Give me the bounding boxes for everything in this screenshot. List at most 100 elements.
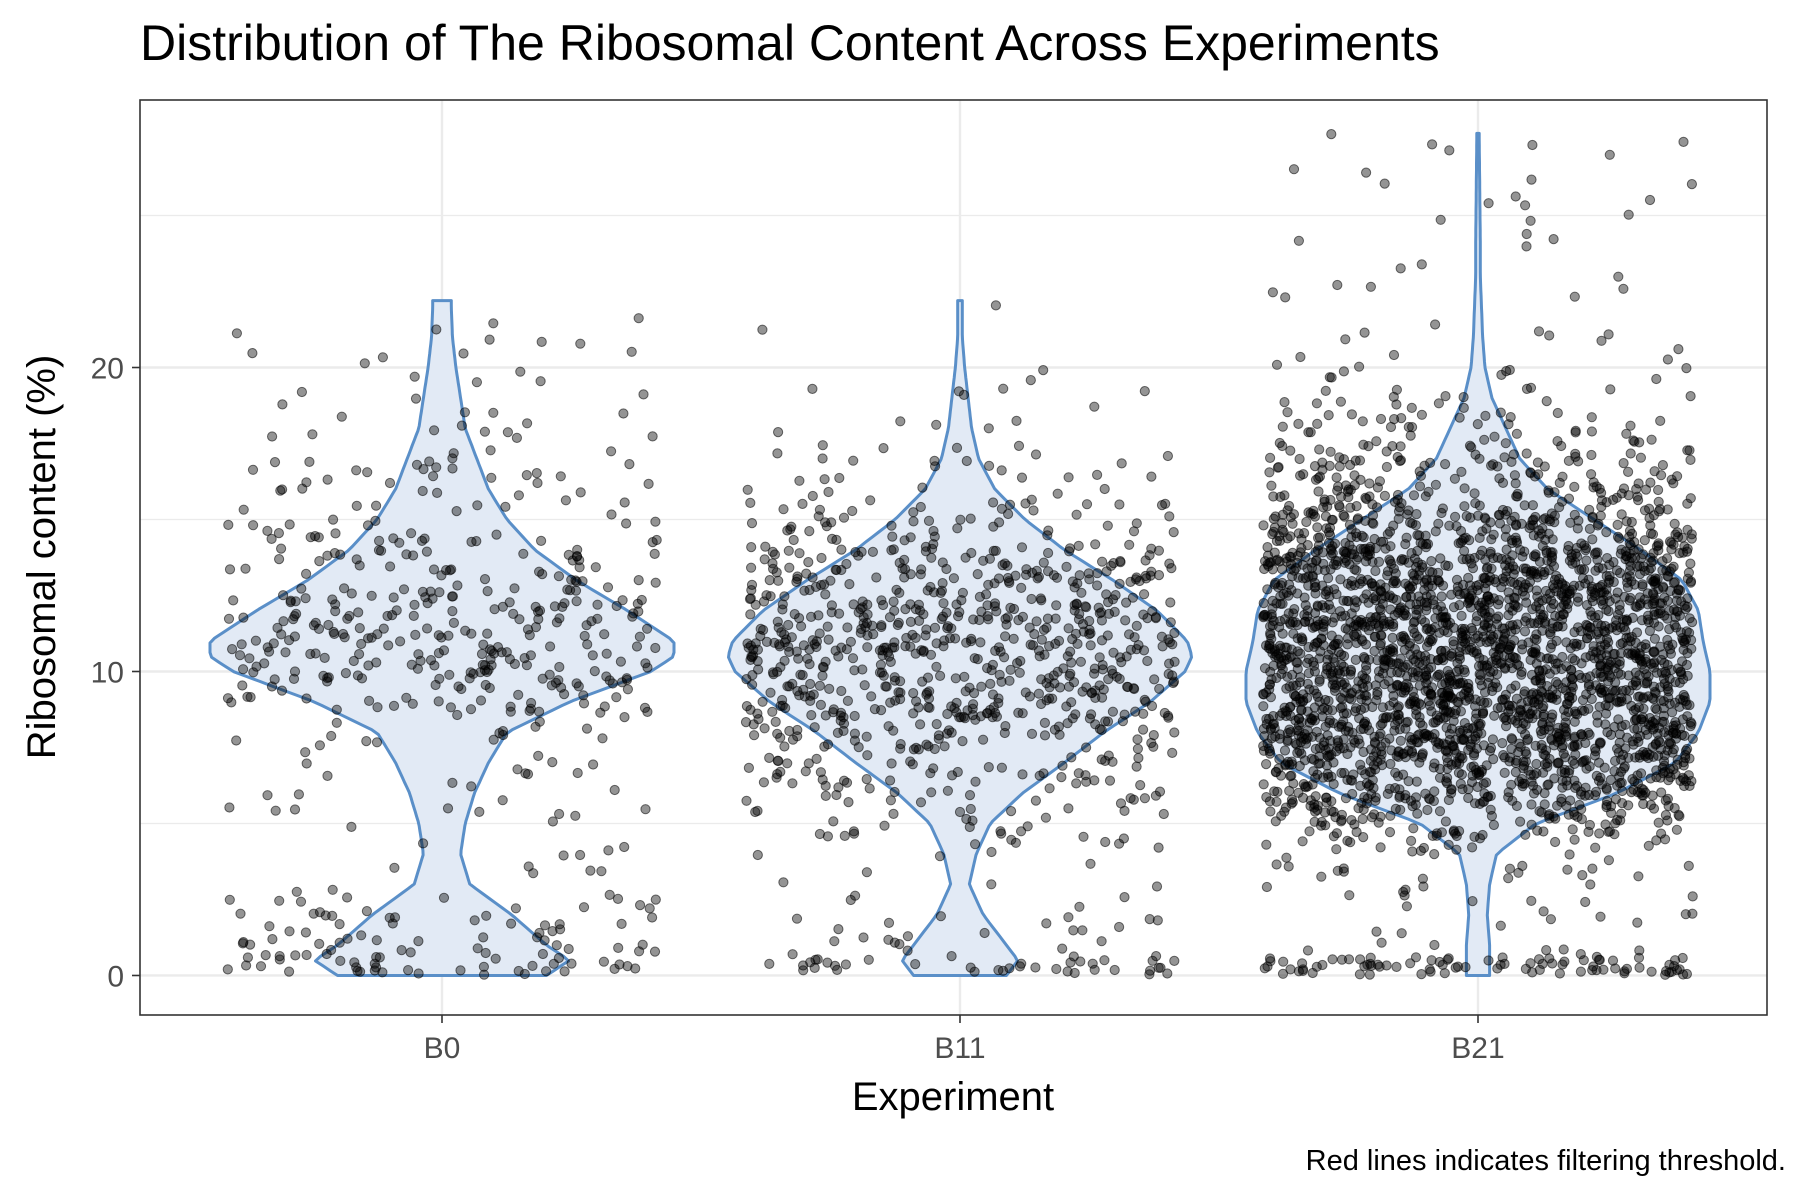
data-point (1277, 598, 1288, 609)
data-point (1549, 517, 1560, 528)
data-point (944, 633, 956, 644)
data-point (1672, 471, 1683, 482)
data-point (836, 564, 847, 576)
data-point (1414, 481, 1426, 492)
data-point (1432, 604, 1443, 616)
data-point (314, 556, 325, 567)
data-point (1128, 526, 1140, 537)
data-point (385, 561, 396, 572)
data-point (1016, 826, 1027, 837)
data-point (1359, 718, 1370, 729)
data-point (987, 689, 999, 700)
data-point (869, 704, 881, 715)
data-point (1345, 459, 1356, 471)
data-point (284, 635, 295, 646)
data-point (479, 574, 491, 585)
data-point (888, 725, 899, 736)
data-point (1081, 742, 1092, 753)
data-point (362, 520, 374, 531)
data-point (1169, 627, 1180, 639)
data-point (828, 707, 839, 718)
data-point (1558, 944, 1569, 955)
data-point (430, 679, 441, 691)
data-point (1335, 396, 1347, 407)
data-point (1477, 526, 1488, 537)
data-point (1039, 730, 1051, 741)
data-point (889, 605, 900, 616)
data-point (1302, 945, 1314, 956)
data-point (494, 728, 505, 739)
data-point (452, 709, 463, 721)
data-point (305, 648, 316, 660)
data-point (1656, 470, 1667, 481)
data-point (432, 487, 443, 498)
data-point (447, 453, 458, 464)
data-point (1058, 663, 1069, 674)
data-point (1662, 354, 1674, 365)
data-point (1041, 678, 1052, 689)
data-point (348, 655, 359, 667)
data-point (962, 705, 973, 716)
data-point (1681, 363, 1692, 374)
data-point (466, 781, 477, 792)
data-point (619, 497, 630, 508)
data-point (1467, 625, 1478, 636)
data-point (1258, 779, 1269, 790)
data-point (511, 432, 523, 443)
data-point (340, 668, 351, 679)
data-point (1156, 500, 1168, 511)
data-point (260, 950, 271, 961)
data-point (1339, 666, 1351, 677)
data-point (902, 945, 913, 956)
data-point (868, 629, 879, 640)
data-point (911, 742, 922, 753)
data-point (1575, 949, 1586, 960)
data-point (509, 658, 521, 670)
data-point (1660, 795, 1671, 806)
data-point (1685, 391, 1696, 402)
data-point (817, 670, 828, 681)
data-point (1512, 585, 1523, 597)
data-point (478, 639, 489, 650)
data-point (1646, 966, 1657, 977)
data-point (1618, 283, 1629, 294)
data-point (1360, 769, 1371, 780)
data-point (247, 464, 259, 475)
data-point (1477, 829, 1488, 841)
data-point (338, 628, 349, 640)
data-point (1593, 757, 1605, 768)
data-point (1463, 572, 1474, 584)
data-point (782, 681, 793, 692)
data-point (1612, 531, 1624, 543)
data-point (1388, 618, 1399, 630)
data-point (262, 790, 273, 801)
data-point (1262, 584, 1273, 595)
data-point (1320, 721, 1331, 732)
data-point (289, 666, 301, 677)
data-point (857, 664, 868, 675)
data-point (1512, 491, 1523, 502)
data-point (749, 730, 760, 741)
data-point (1584, 819, 1596, 831)
data-point (1403, 682, 1414, 693)
data-point (300, 747, 311, 758)
data-point (773, 427, 784, 438)
data-point (972, 569, 983, 580)
data-point (1401, 717, 1412, 728)
data-point (1162, 968, 1173, 979)
data-point (417, 586, 428, 597)
data-point (767, 546, 778, 558)
data-point (1133, 752, 1144, 764)
data-point (1478, 708, 1489, 719)
data-point (1312, 691, 1324, 703)
data-point (270, 805, 281, 816)
data-point (931, 419, 942, 430)
data-point (429, 660, 440, 671)
data-point (997, 965, 1009, 976)
data-point (1670, 955, 1681, 966)
jitter-points (222, 129, 1698, 980)
data-point (1073, 540, 1084, 552)
data-point (1132, 743, 1144, 754)
data-point (278, 616, 289, 627)
data-point (1307, 622, 1318, 633)
